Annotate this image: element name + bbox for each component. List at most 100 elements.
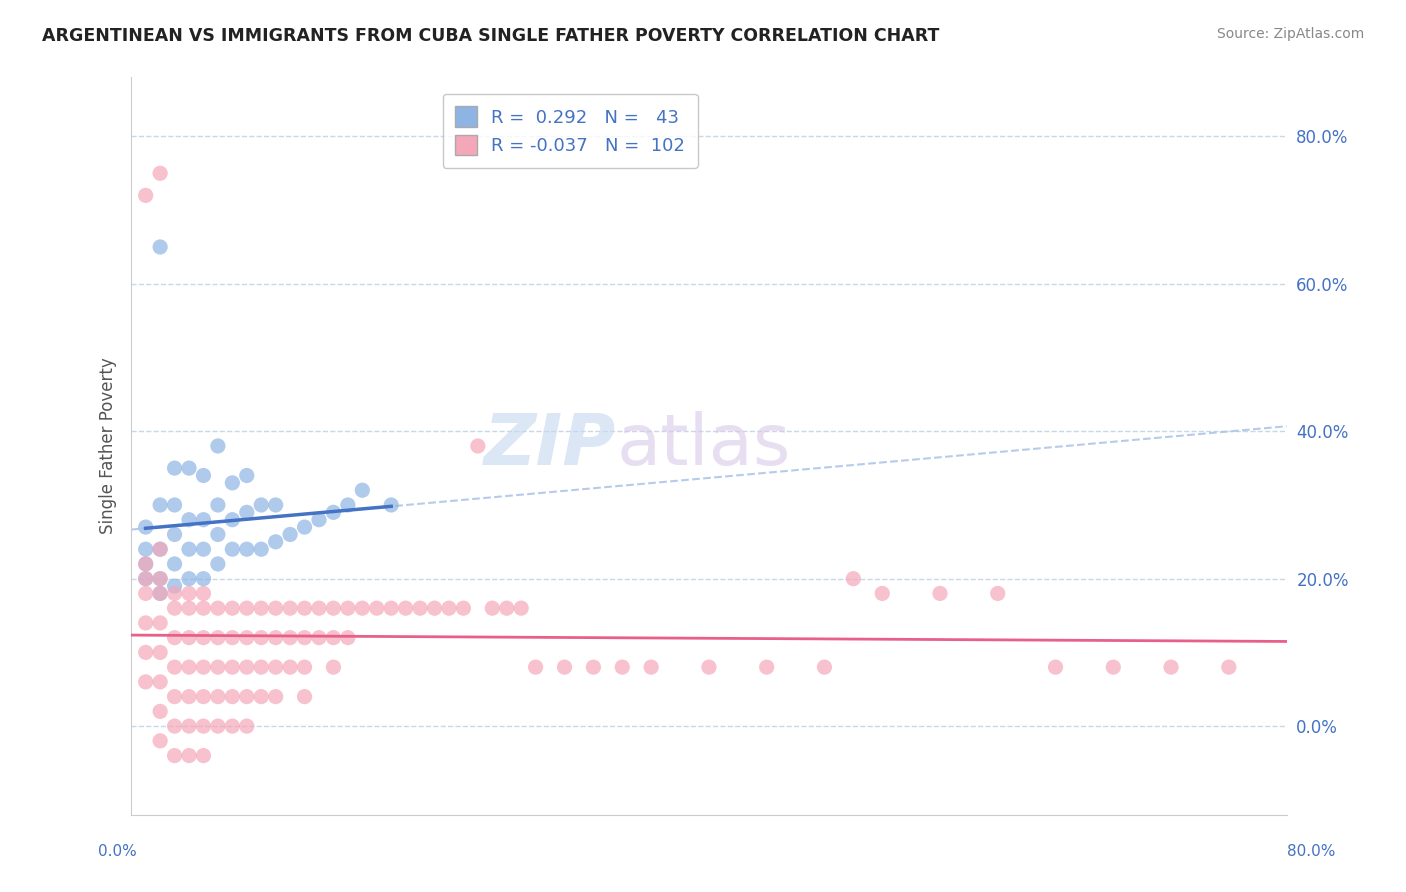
Point <box>336 601 359 615</box>
Point <box>250 542 273 557</box>
Point <box>135 572 157 586</box>
Point <box>250 498 273 512</box>
Point <box>294 690 316 704</box>
Point <box>236 505 259 519</box>
Point <box>163 557 186 571</box>
Text: ARGENTINEAN VS IMMIGRANTS FROM CUBA SINGLE FATHER POVERTY CORRELATION CHART: ARGENTINEAN VS IMMIGRANTS FROM CUBA SING… <box>42 27 939 45</box>
Point <box>177 631 200 645</box>
Point <box>177 690 200 704</box>
Text: ZIP: ZIP <box>484 411 616 481</box>
Point <box>149 734 172 748</box>
Point <box>149 240 172 254</box>
Point <box>177 586 200 600</box>
Point <box>221 719 243 733</box>
Point <box>149 542 172 557</box>
Point <box>135 557 157 571</box>
Point <box>336 631 359 645</box>
Point <box>149 704 172 718</box>
Point <box>278 631 301 645</box>
Point <box>423 601 446 615</box>
Point <box>193 719 215 733</box>
Point <box>135 586 157 600</box>
Point <box>221 660 243 674</box>
Point <box>149 572 172 586</box>
Point <box>193 572 215 586</box>
Point <box>207 439 229 453</box>
Point <box>163 690 186 704</box>
Point <box>322 601 344 615</box>
Point <box>264 631 287 645</box>
Point <box>322 505 344 519</box>
Point <box>612 660 634 674</box>
Point <box>177 461 200 475</box>
Point <box>177 748 200 763</box>
Point <box>149 645 172 659</box>
Point <box>987 586 1010 600</box>
Point <box>352 483 374 498</box>
Point <box>177 542 200 557</box>
Point <box>495 601 517 615</box>
Point <box>177 601 200 615</box>
Point <box>221 542 243 557</box>
Point <box>163 748 186 763</box>
Point <box>177 572 200 586</box>
Point <box>437 601 460 615</box>
Point <box>467 439 489 453</box>
Point <box>264 498 287 512</box>
Point <box>149 572 172 586</box>
Point <box>221 631 243 645</box>
Text: atlas: atlas <box>616 411 790 481</box>
Point <box>163 498 186 512</box>
Point <box>453 601 475 615</box>
Point <box>236 542 259 557</box>
Point <box>135 542 157 557</box>
Point <box>236 468 259 483</box>
Point <box>207 601 229 615</box>
Point <box>409 601 432 615</box>
Point <box>250 690 273 704</box>
Point <box>149 586 172 600</box>
Point <box>380 498 402 512</box>
Point <box>207 631 229 645</box>
Point <box>207 719 229 733</box>
Text: 0.0%: 0.0% <box>98 845 138 859</box>
Point <box>380 601 402 615</box>
Point <box>1218 660 1240 674</box>
Point <box>149 674 172 689</box>
Point <box>193 748 215 763</box>
Point <box>294 660 316 674</box>
Point <box>510 601 533 615</box>
Point <box>207 498 229 512</box>
Point <box>352 601 374 615</box>
Legend: R =  0.292   N =   43, R = -0.037   N =  102: R = 0.292 N = 43, R = -0.037 N = 102 <box>443 94 697 168</box>
Point <box>163 631 186 645</box>
Point <box>929 586 952 600</box>
Point <box>250 660 273 674</box>
Point <box>697 660 720 674</box>
Point <box>336 498 359 512</box>
Point <box>236 601 259 615</box>
Point <box>163 586 186 600</box>
Point <box>193 586 215 600</box>
Point <box>135 188 157 202</box>
Point <box>163 601 186 615</box>
Point <box>278 601 301 615</box>
Point <box>193 631 215 645</box>
Point <box>294 601 316 615</box>
Point <box>524 660 547 674</box>
Point <box>322 631 344 645</box>
Point <box>193 690 215 704</box>
Point <box>193 468 215 483</box>
Point <box>322 660 344 674</box>
Text: Source: ZipAtlas.com: Source: ZipAtlas.com <box>1216 27 1364 41</box>
Point <box>582 660 605 674</box>
Point <box>149 498 172 512</box>
Point <box>149 586 172 600</box>
Point <box>236 690 259 704</box>
Point <box>163 527 186 541</box>
Y-axis label: Single Father Poverty: Single Father Poverty <box>100 358 117 534</box>
Point <box>135 557 157 571</box>
Point <box>193 660 215 674</box>
Point <box>177 513 200 527</box>
Point <box>207 690 229 704</box>
